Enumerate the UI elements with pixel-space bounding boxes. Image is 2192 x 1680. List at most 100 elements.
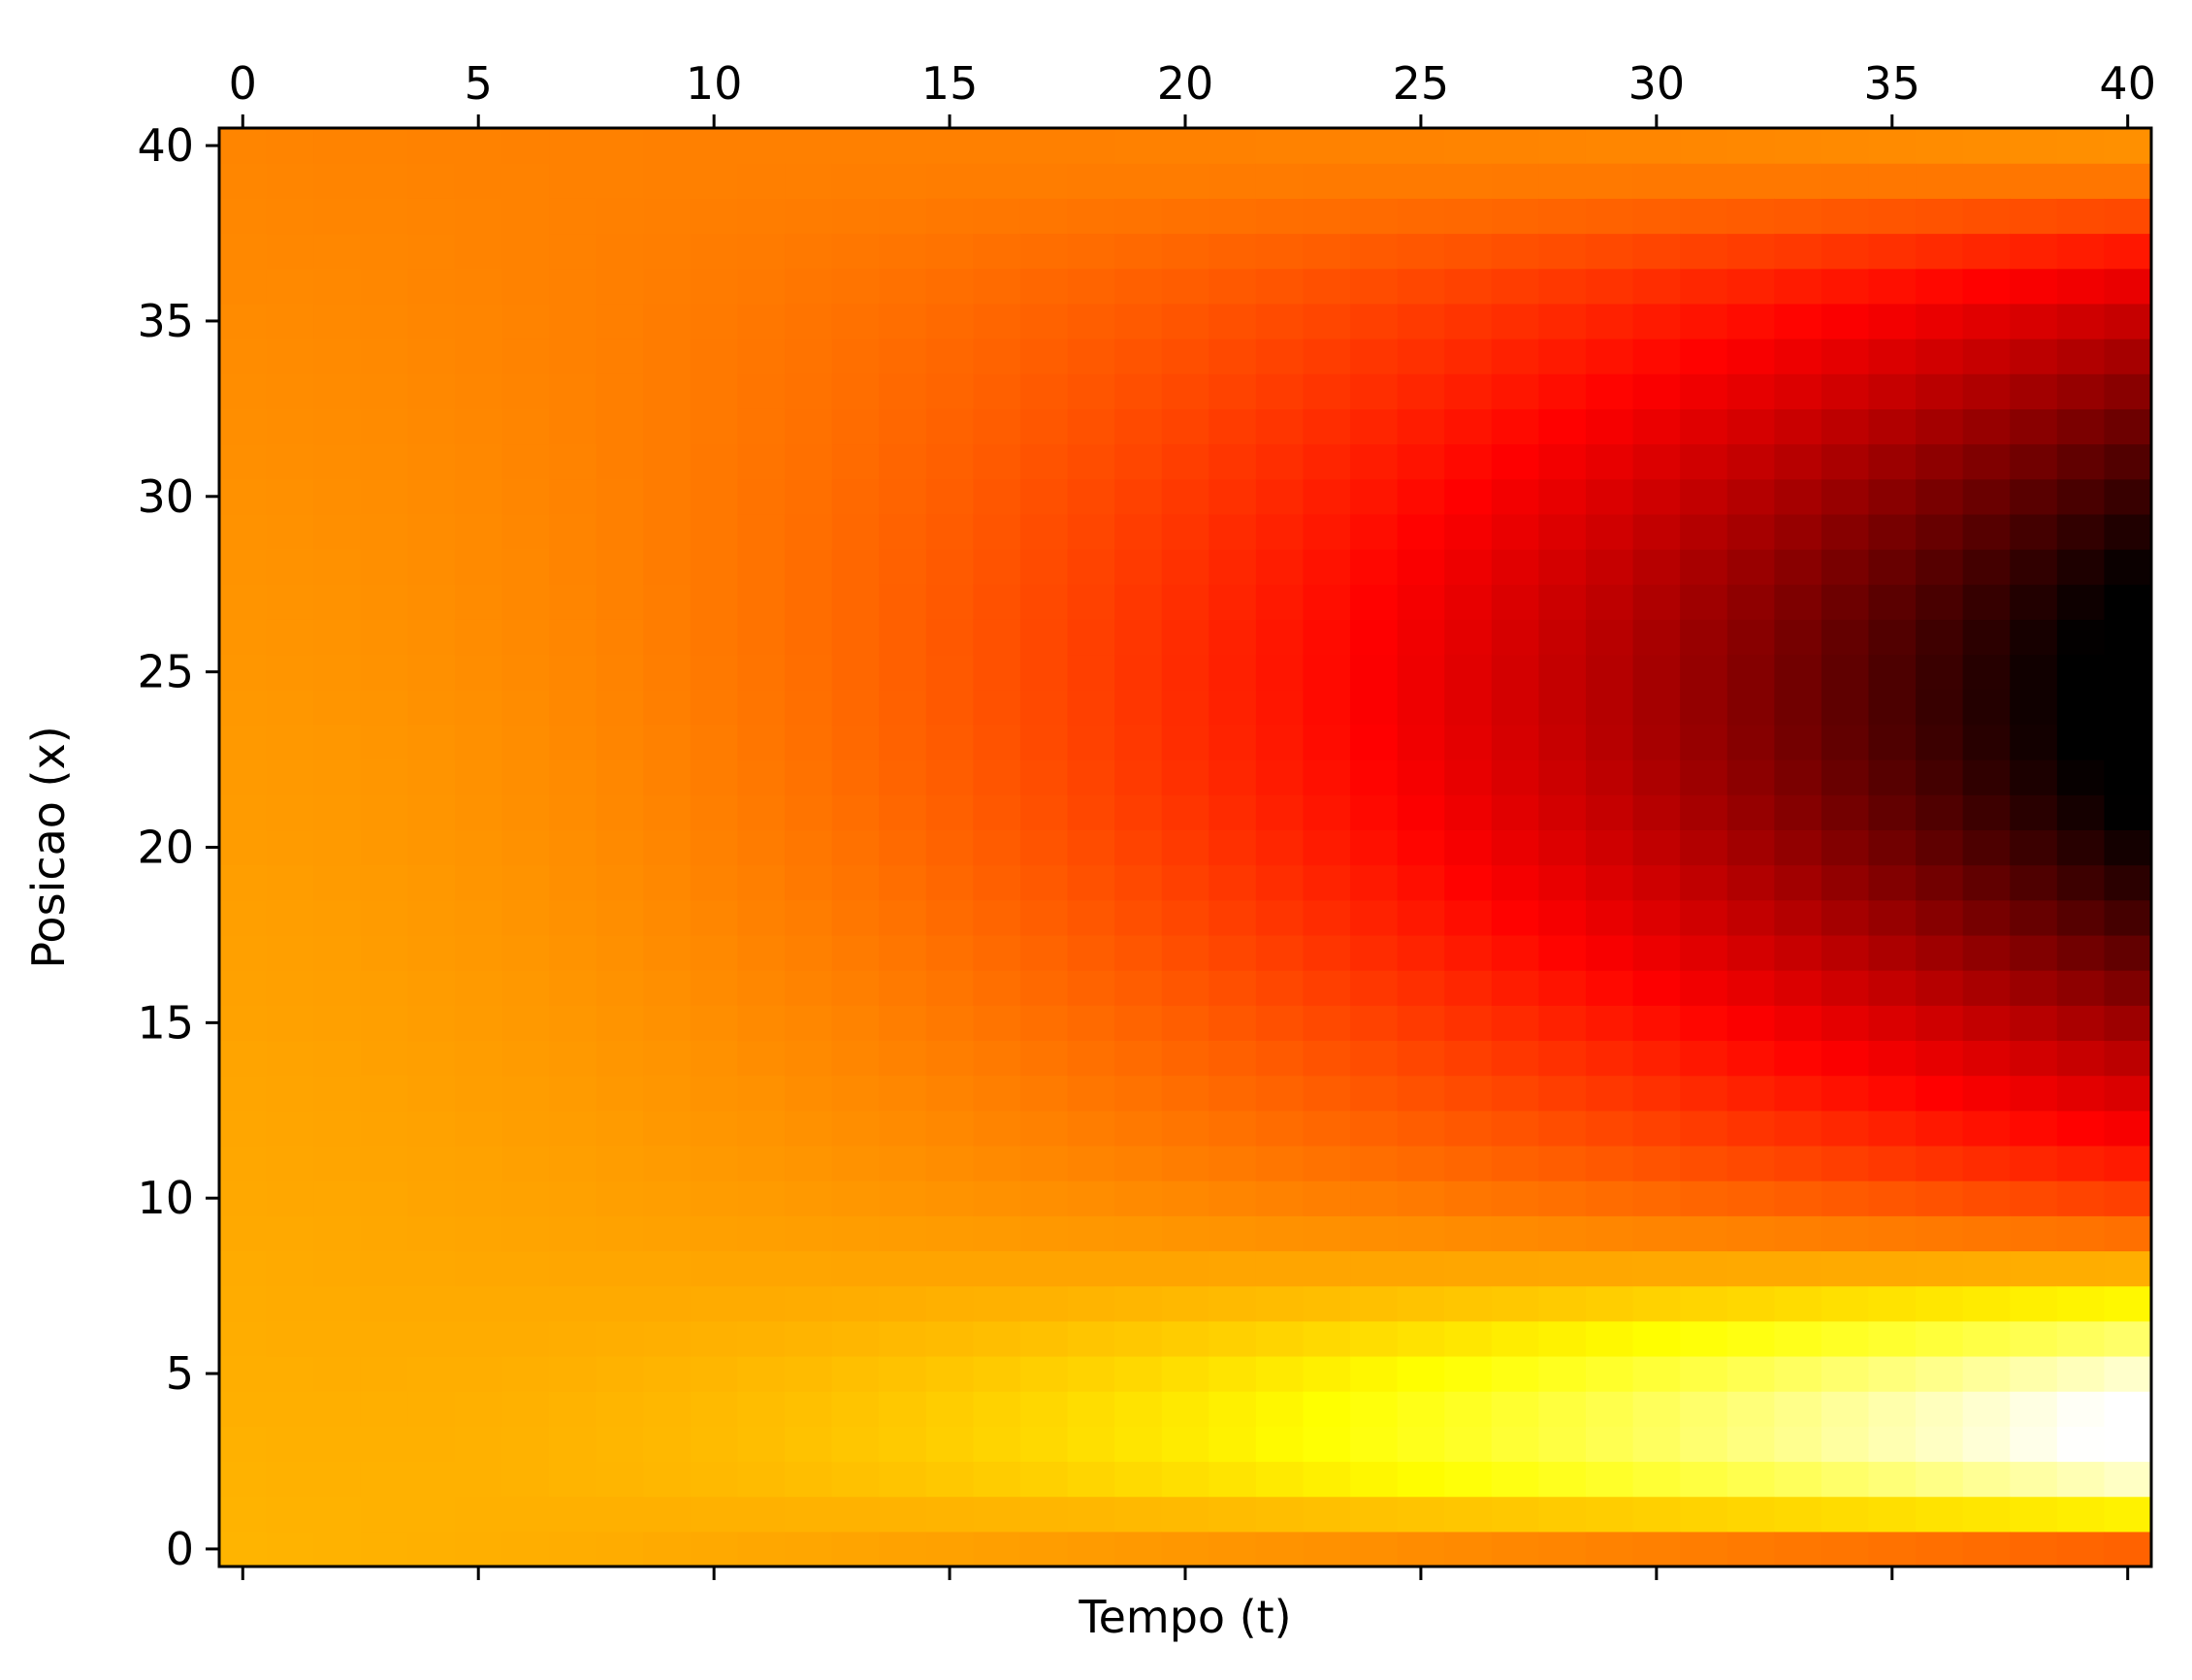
heatmap-cell <box>1774 689 1822 726</box>
heatmap-cell <box>1916 198 1964 235</box>
heatmap-cell <box>643 724 692 760</box>
heatmap-cell <box>1491 549 1539 585</box>
heatmap-cell <box>1303 198 1351 235</box>
heatmap-cell <box>1538 794 1587 831</box>
heatmap-cell <box>501 934 550 971</box>
heatmap-cell <box>1350 478 1399 515</box>
heatmap-cell <box>690 373 739 409</box>
heatmap-cell <box>1726 584 1775 620</box>
heatmap-cell <box>1067 478 1115 515</box>
heatmap-cell <box>925 1391 974 1427</box>
heatmap-cell <box>1114 1145 1163 1181</box>
heatmap-cell <box>1019 1005 1069 1042</box>
heatmap-cell <box>454 408 503 445</box>
heatmap-cell <box>549 339 597 374</box>
heatmap-cell <box>2104 1355 2152 1392</box>
y-tick-label: 40 <box>137 119 194 172</box>
heatmap-cell <box>1161 443 1209 480</box>
heatmap-cell <box>831 443 880 480</box>
heatmap-cell <box>266 619 314 656</box>
heatmap-cell <box>501 1180 550 1216</box>
heatmap-cell <box>219 654 268 691</box>
heatmap-cell <box>690 1355 739 1392</box>
heatmap-cell <box>1868 654 1917 691</box>
heatmap-cell <box>2056 163 2106 199</box>
heatmap-cell <box>360 408 408 445</box>
heatmap-cell <box>1209 478 1257 515</box>
heatmap-cell <box>2010 339 2058 374</box>
heatmap-cell <box>266 1426 314 1463</box>
heatmap-cell <box>879 1215 927 1252</box>
heatmap-cell <box>1019 829 1069 866</box>
heatmap-cell <box>1774 303 1822 339</box>
heatmap-cell <box>1161 1355 1209 1392</box>
heatmap-cell <box>1255 654 1305 691</box>
heatmap-cell <box>1680 1531 1728 1567</box>
heatmap-cell <box>1491 1320 1539 1357</box>
heatmap-cell <box>313 1005 362 1042</box>
heatmap-cell <box>1680 1426 1728 1463</box>
heatmap-cell <box>879 1110 927 1147</box>
heatmap-cell <box>1303 268 1351 305</box>
heatmap-cell <box>219 1461 268 1498</box>
heatmap-cell <box>1962 970 2011 1006</box>
heatmap-cell <box>1632 654 1681 691</box>
heatmap-cell <box>1632 268 1681 305</box>
heatmap-cell <box>1680 128 1728 164</box>
heatmap-cell <box>266 864 314 901</box>
heatmap-cell <box>219 1496 268 1533</box>
heatmap-cell <box>643 619 692 656</box>
heatmap-cell <box>1632 1180 1681 1216</box>
heatmap-cell <box>313 1075 362 1112</box>
heatmap-cell <box>643 1250 692 1287</box>
heatmap-cell <box>1916 1426 1964 1463</box>
heatmap-cell <box>1962 1005 2011 1042</box>
heatmap-cell <box>1585 233 1634 270</box>
heatmap-cell <box>831 1110 880 1147</box>
heatmap-cell <box>1397 1496 1445 1533</box>
heatmap-cell <box>1680 934 1728 971</box>
heatmap-cell <box>2056 303 2106 339</box>
heatmap-cell <box>1255 1215 1305 1252</box>
heatmap-cell <box>1161 268 1209 305</box>
heatmap-cell <box>1680 619 1728 656</box>
heatmap-cell <box>219 899 268 936</box>
heatmap-cell <box>2104 724 2152 760</box>
heatmap-cell <box>1632 513 1681 550</box>
heatmap-cell <box>1585 1180 1634 1216</box>
heatmap-cell <box>831 654 880 691</box>
heatmap-cell <box>1774 1145 1822 1181</box>
heatmap-cell <box>1019 198 1069 235</box>
heatmap-cell <box>1114 1320 1163 1357</box>
heatmap-cell <box>1491 128 1539 164</box>
x-tick-label: 35 <box>1864 57 1921 110</box>
heatmap-cell <box>1491 443 1539 480</box>
heatmap-cell <box>737 829 786 866</box>
heatmap-cell <box>785 478 833 515</box>
heatmap-cell <box>1538 128 1587 164</box>
heatmap-cell <box>407 339 456 374</box>
heatmap-cell <box>2104 794 2152 831</box>
heatmap-cell <box>2010 1496 2058 1533</box>
heatmap-cell <box>1397 864 1445 901</box>
heatmap-cell <box>1774 233 1822 270</box>
heatmap-cell <box>973 303 1021 339</box>
heatmap-cell <box>737 128 786 164</box>
heatmap-cell <box>1397 513 1445 550</box>
heatmap-cell <box>1019 1426 1069 1463</box>
heatmap-cell <box>1726 1110 1775 1147</box>
heatmap-cell <box>1680 1075 1728 1112</box>
heatmap-cell <box>1161 689 1209 726</box>
heatmap-cell <box>1255 1531 1305 1567</box>
heatmap-cell <box>1774 1320 1822 1357</box>
heatmap-cell <box>266 794 314 831</box>
heatmap-cell <box>1019 128 1069 164</box>
heatmap-cell <box>596 373 644 409</box>
heatmap-cell <box>785 1391 833 1427</box>
heatmap-cell <box>1444 513 1493 550</box>
heatmap-cell <box>1114 759 1163 795</box>
heatmap-cell <box>360 163 408 199</box>
heatmap-cell <box>1303 1040 1351 1077</box>
heatmap-cell <box>785 724 833 760</box>
heatmap-cell <box>1538 268 1587 305</box>
